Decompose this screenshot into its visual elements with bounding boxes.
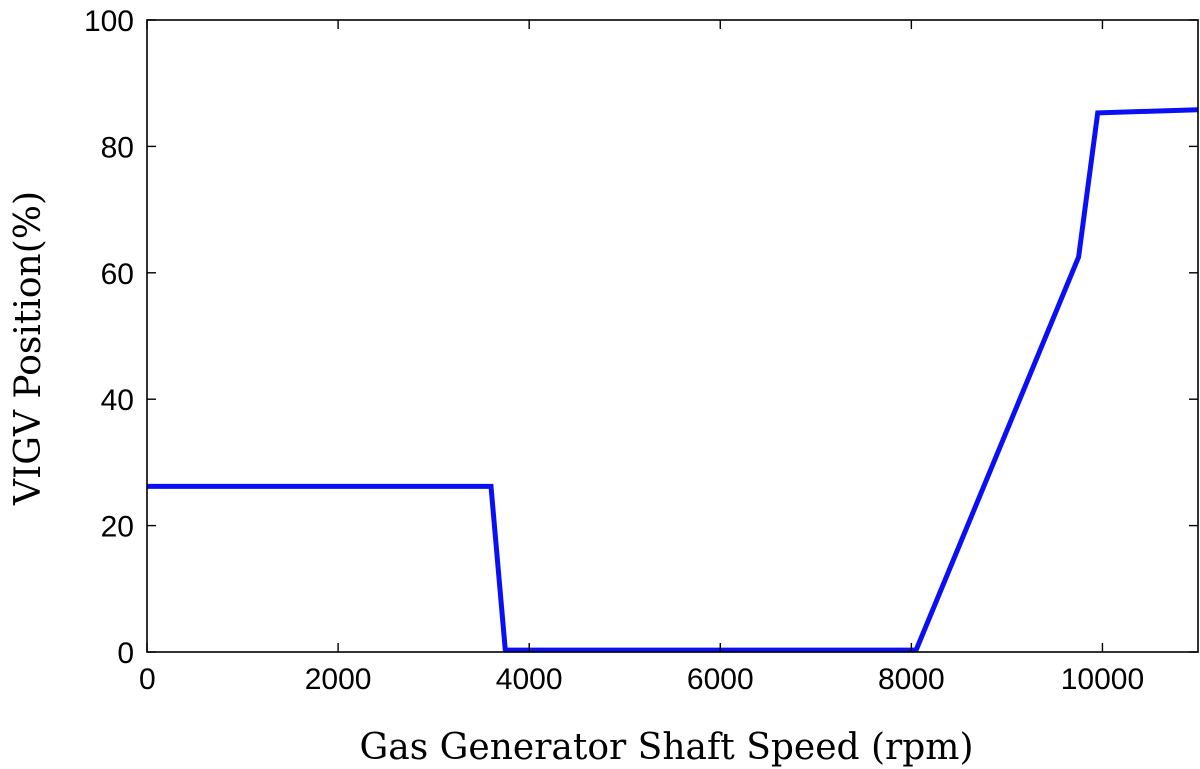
- plot-area: [147, 107, 1199, 653]
- x-axis-title: Gas Generator Shaft Speed (rpm): [360, 727, 974, 768]
- y-tick-label: 100: [84, 5, 134, 38]
- y-tick-label: 20: [101, 511, 134, 544]
- y-tick-label: 0: [117, 637, 134, 670]
- y-axis-title: VIGV Position(%): [8, 191, 49, 506]
- axis-ticks: 0 2000 4000 6000 8000 10000 0 20 40 60 80 100: [84, 5, 1198, 696]
- y-tick-label: 40: [101, 384, 134, 417]
- x-tick-label: 8000: [878, 663, 945, 696]
- x-tick-label: 10000: [1061, 663, 1144, 696]
- y-tick-label: 60: [101, 258, 134, 291]
- axes-frame: [146, 19, 1199, 653]
- x-tick-label: 2000: [305, 663, 372, 696]
- x-tick-label: 6000: [687, 663, 754, 696]
- x-tick-label: 0: [139, 663, 156, 696]
- y-tick-label: 80: [101, 131, 134, 164]
- series-line: [147, 107, 1199, 653]
- x-tick-label: 4000: [496, 663, 563, 696]
